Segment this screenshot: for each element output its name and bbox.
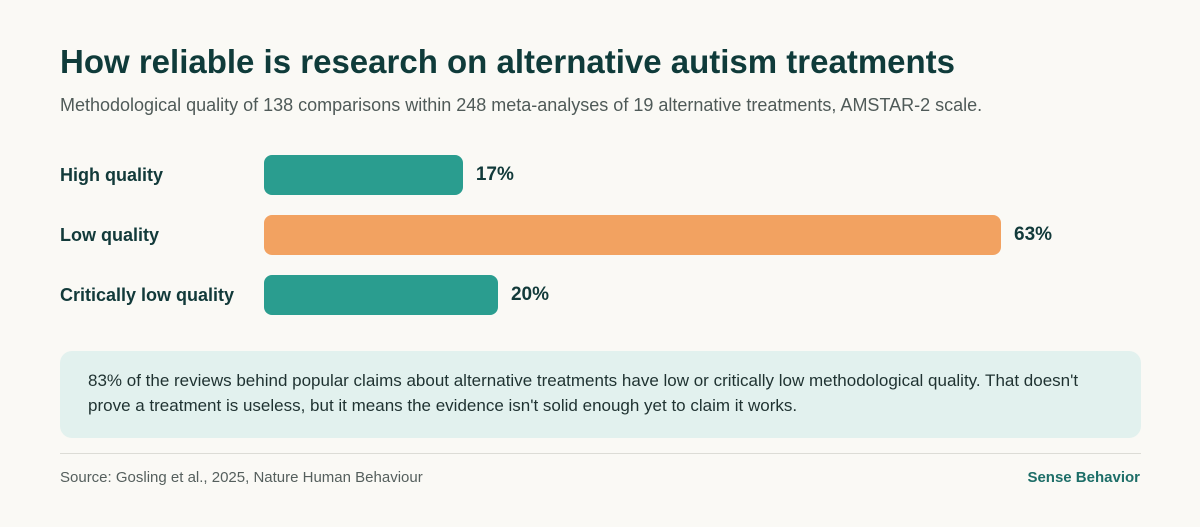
- bar: [264, 275, 498, 315]
- category-label: High quality: [60, 165, 163, 185]
- takeaway-note-text: 83% of the reviews behind popular claims…: [88, 371, 1079, 415]
- bar: [264, 215, 1001, 255]
- bar-row: High quality 17%: [60, 155, 1140, 195]
- brand-name: Sense Behavior: [1027, 469, 1140, 486]
- category-label: Low quality: [60, 225, 159, 245]
- source-text: Source: Gosling et al., 2025, Nature Hum…: [60, 469, 423, 486]
- footer-divider: [60, 453, 1141, 454]
- bar-row: Low quality 63%: [60, 215, 1140, 255]
- value-label: 20%: [510, 284, 549, 305]
- bar-chart: High quality 17% Low quality 63% Critically …: [60, 145, 1140, 325]
- bar: [264, 155, 463, 195]
- category-label: Critically low quality: [60, 285, 235, 305]
- chart-subtitle: Methodological quality of 138 comparison…: [60, 95, 983, 115]
- bar-row: Critically low quality 20%: [60, 275, 1140, 315]
- value-label: 17%: [475, 164, 514, 185]
- chart-title: How reliable is research on alternative …: [60, 43, 956, 80]
- value-label: 63%: [1014, 224, 1053, 245]
- takeaway-note: 83% of the reviews behind popular claims…: [60, 351, 1141, 438]
